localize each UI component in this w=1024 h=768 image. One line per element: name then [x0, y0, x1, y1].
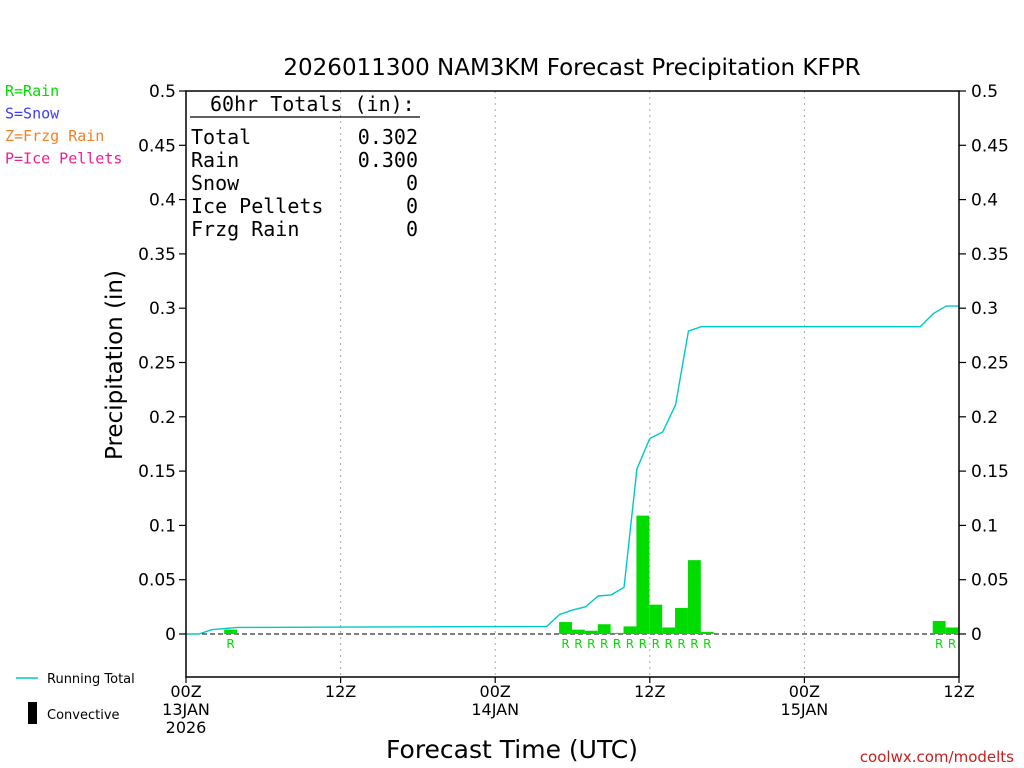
precip-bar [687, 560, 701, 634]
ptype-label: R [561, 637, 569, 651]
precip-bar [675, 607, 688, 634]
x-tick-label: 00Z [170, 682, 201, 701]
ptype-label: R [948, 637, 956, 651]
ptype-label: R [587, 637, 595, 651]
ptype-label: R [935, 637, 943, 651]
x-tick-label: 15JAN [781, 700, 829, 719]
ptype-label: R [664, 637, 672, 651]
y-tick-label-right: 0.25 [971, 354, 1009, 374]
y-tick-label-left: 0.2 [149, 408, 176, 428]
y-tick-label-left: 0.1 [149, 516, 176, 536]
ptype-label: R [703, 637, 711, 651]
y-tick-label-right: 0.15 [971, 462, 1009, 482]
y-axis-label: Precipitation (in) [102, 270, 128, 460]
ptype-label: R [226, 637, 234, 651]
ptype-label: R [600, 637, 608, 651]
x-tick-label: 00Z [789, 682, 820, 701]
legend-label: Convective [47, 708, 120, 723]
y-tick-label-left: 0.05 [138, 571, 176, 591]
ptype-label: R [639, 637, 647, 651]
x-tick-label: 12Z [943, 682, 974, 701]
x-tick-label: 12Z [634, 682, 665, 701]
legend-bar-swatch [28, 702, 37, 724]
plot-frame [185, 90, 960, 678]
ptype-legend-item: S=Snow [5, 105, 60, 123]
precip-bar [610, 632, 624, 634]
precip-bar [623, 626, 637, 634]
precip-bar [597, 624, 611, 634]
totals-row-label: Snow [191, 171, 240, 195]
precip-bar [649, 604, 663, 634]
x-tick-label: 00Z [480, 682, 511, 701]
totals-header: 60hr Totals (in): [210, 92, 415, 116]
credit-text[interactable]: coolwx.com/modelts [860, 748, 1014, 766]
y-tick-label-right: 0.05 [971, 571, 1009, 591]
totals-row-label: Total [191, 125, 251, 149]
precip-bar [572, 629, 585, 634]
y-tick-label-right: 0.45 [971, 136, 1009, 156]
x-axis-label: Forecast Time (UTC) [386, 735, 638, 764]
totals-row-label: Frzg Rain [191, 217, 299, 241]
ptype-label: R [574, 637, 582, 651]
ptype-legend-item: Z=Frzg Rain [5, 127, 104, 145]
precip-bar [584, 630, 598, 634]
y-tick-label-right: 0.2 [971, 408, 998, 428]
y-tick-label-left: 0.45 [138, 136, 176, 156]
ptype-legend-item: R=Rain [5, 82, 59, 100]
y-tick-label-left: 0 [165, 625, 176, 645]
y-tick-label-left: 0.4 [149, 191, 176, 211]
y-tick-label-left: 0.35 [138, 245, 176, 265]
legend-label: Running Total [47, 672, 135, 687]
y-tick-label-left: 0.3 [149, 299, 176, 319]
precip-bar [559, 622, 572, 634]
totals-row-value: 0 [406, 194, 418, 218]
y-tick-label-right: 0.1 [971, 516, 998, 536]
y-tick-label-left: 0.15 [138, 462, 176, 482]
ptype-label: R [626, 637, 634, 651]
running-total-line [186, 305, 959, 635]
y-tick-label-right: 0.4 [971, 191, 998, 211]
precip-bar [224, 629, 238, 634]
ptype-label: R [613, 637, 621, 651]
x-tick-label: 12Z [325, 682, 356, 701]
y-tick-label-left: 0.5 [149, 82, 176, 102]
y-tick-label-left: 0.25 [138, 354, 176, 374]
totals-row-label: Ice Pellets [191, 194, 323, 218]
precip-bar [636, 515, 650, 634]
totals-row-value: 0.302 [358, 125, 418, 149]
precip-bar [700, 631, 714, 634]
precip-bar [932, 620, 946, 634]
ptype-legend-item: P=Ice Pellets [5, 150, 122, 168]
totals-row-label: Rain [191, 148, 239, 172]
chart-title: 2026011300 NAM3KM Forecast Precipitation… [283, 55, 860, 81]
y-tick-label-right: 0.35 [971, 245, 1009, 265]
precip-bar [662, 627, 676, 634]
y-tick-label-right: 0.3 [971, 299, 998, 319]
x-tick-label: 14JAN [471, 700, 519, 719]
y-tick-label-right: 0 [971, 625, 982, 645]
ptype-label: R [690, 637, 698, 651]
totals-row-value: 0 [406, 217, 418, 241]
totals-row-value: 0 [406, 171, 418, 195]
x-tick-label: 13JAN [162, 700, 210, 719]
y-tick-label-right: 0.5 [971, 82, 998, 102]
ptype-label: R [652, 637, 660, 651]
x-tick-label: 2026 [166, 718, 207, 737]
totals-row-value: 0.300 [358, 148, 418, 172]
ptype-label: R [677, 637, 685, 651]
precip-bar [945, 627, 959, 634]
